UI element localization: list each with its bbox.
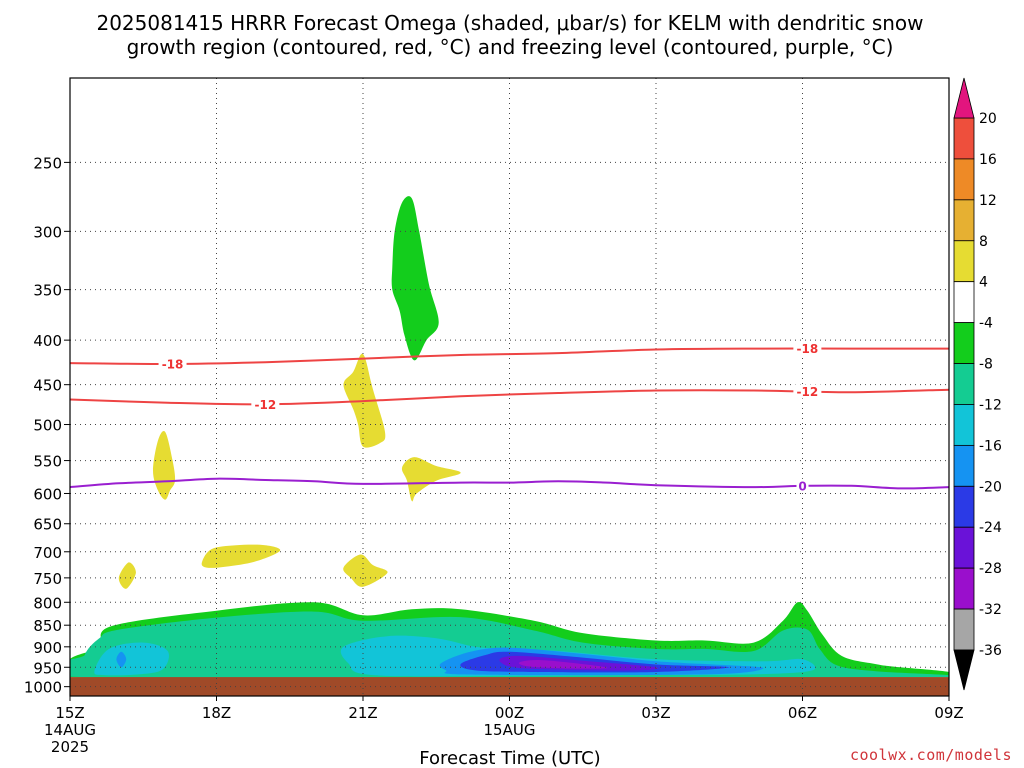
y-tick-label: 300 (33, 223, 62, 241)
y-tick-label: 500 (33, 417, 62, 435)
contour-label-bg (793, 384, 822, 399)
y-tick-label: 700 (33, 544, 62, 562)
colorbar-bin (953, 526, 975, 569)
x-tick-label: 06Z (788, 704, 817, 722)
x-tick-label: 00Z (495, 704, 524, 722)
colorbar-under-triangle (953, 649, 975, 691)
y-axis: 1000 950 900 850 800 750 700 650 600 550 500 450 400… (24, 154, 70, 697)
colorbar-bin (953, 240, 975, 283)
colorbar-bin (953, 199, 975, 242)
y-tick-label: 450 (33, 377, 62, 395)
y-tick-label: 600 (33, 485, 62, 503)
x-tick-date-label: 15AUG (484, 721, 536, 739)
colorbar-bin (953, 158, 975, 201)
colorbar-tick-label: -36 (979, 643, 1002, 659)
omega-region-4-to-8 (118, 562, 136, 589)
chart-title-line2: growth region (contoured, red, °C) and f… (127, 35, 894, 59)
colorbar-bin (953, 363, 975, 405)
y-tick-label: 900 (33, 639, 62, 657)
y-tick-label: 400 (33, 332, 62, 350)
omega-region-4-to-8 (401, 457, 461, 502)
credit-text: coolwx.com/models (850, 746, 1012, 764)
colorbar-tick-label: -12 (979, 397, 1002, 413)
omega-region-4-to-8 (201, 544, 281, 568)
y-tick-label: 1000 (24, 679, 62, 697)
colorbar: 20 16 12 8 4 -4 -8 -12 -16 -20 -24 -28 -32 -36 (953, 77, 1002, 691)
omega-region-4-to-8 (343, 554, 388, 587)
colorbar-tick-label: -20 (979, 479, 1002, 495)
contour-label: -18 (162, 357, 184, 371)
y-tick-label: 750 (33, 570, 62, 588)
temperature-contours: -18 -18 -12 -12 0 (70, 341, 949, 493)
omega-region--20-to--16 (116, 651, 127, 668)
colorbar-tick-label: -24 (979, 520, 1002, 536)
y-tick-label: 850 (33, 617, 62, 635)
colorbar-tick-label: 20 (979, 111, 997, 127)
contour-label-bg (251, 397, 280, 412)
colorbar-tick-label: 16 (979, 152, 997, 168)
colorbar-bin (953, 404, 975, 446)
x-axis-label: Forecast Time (UTC) (419, 748, 600, 768)
x-tick-label: 09Z (934, 704, 963, 722)
contour-label: 0 (798, 479, 806, 493)
colorbar-tick-label: -4 (979, 316, 993, 332)
contour-label: -12 (254, 398, 276, 412)
contour-line-0 (70, 477, 949, 490)
colorbar-bin (953, 485, 975, 528)
colorbar-tick-label: -8 (979, 357, 993, 373)
x-tick-year-label: 2025 (51, 738, 89, 756)
colorbar-tick-label: 4 (979, 275, 988, 291)
colorbar-over-triangle (953, 77, 975, 119)
omega-region--32-to--28 (518, 659, 608, 669)
colorbar-bin (953, 117, 975, 160)
y-tick-label: 800 (33, 594, 62, 612)
colorbar-tick-label: 12 (979, 193, 997, 209)
colorbar-bin (953, 281, 975, 324)
colorbar-tick-label: -16 (979, 438, 1002, 454)
y-tick-label: 250 (33, 154, 62, 172)
terrain-surface (70, 677, 949, 696)
chart-title-line1: 2025081415 HRRR Forecast Omega (shaded, … (96, 11, 923, 35)
colorbar-tick-label: 8 (979, 234, 988, 250)
colorbar-tick-label: -32 (979, 602, 1002, 618)
contour-label-bg (796, 478, 809, 493)
contour-label: -12 (797, 385, 819, 399)
contour-label-bg (158, 356, 187, 371)
omega-region--8-to--4 (391, 196, 439, 361)
y-tick-label: 350 (33, 282, 62, 300)
y-tick-label: 550 (33, 453, 62, 471)
below-ground-fill (70, 677, 949, 696)
colorbar-bin (953, 608, 975, 651)
contour-label-bg (793, 341, 822, 356)
colorbar-bin (953, 444, 975, 487)
colorbar-tick-label: -28 (979, 561, 1002, 577)
y-tick-label: 650 (33, 516, 62, 534)
colorbar-bin (953, 322, 975, 364)
contour-label: -18 (797, 342, 819, 356)
omega-shading (70, 196, 949, 679)
colorbar-bin (953, 567, 975, 610)
x-tick-label: 21Z (348, 704, 377, 722)
x-tick-label: 15Z (55, 704, 84, 722)
x-tick-label: 18Z (202, 704, 231, 722)
y-tick-label: 950 (33, 659, 62, 677)
x-tick-date-label: 14AUG (44, 721, 96, 739)
x-tick-label: 03Z (641, 704, 670, 722)
